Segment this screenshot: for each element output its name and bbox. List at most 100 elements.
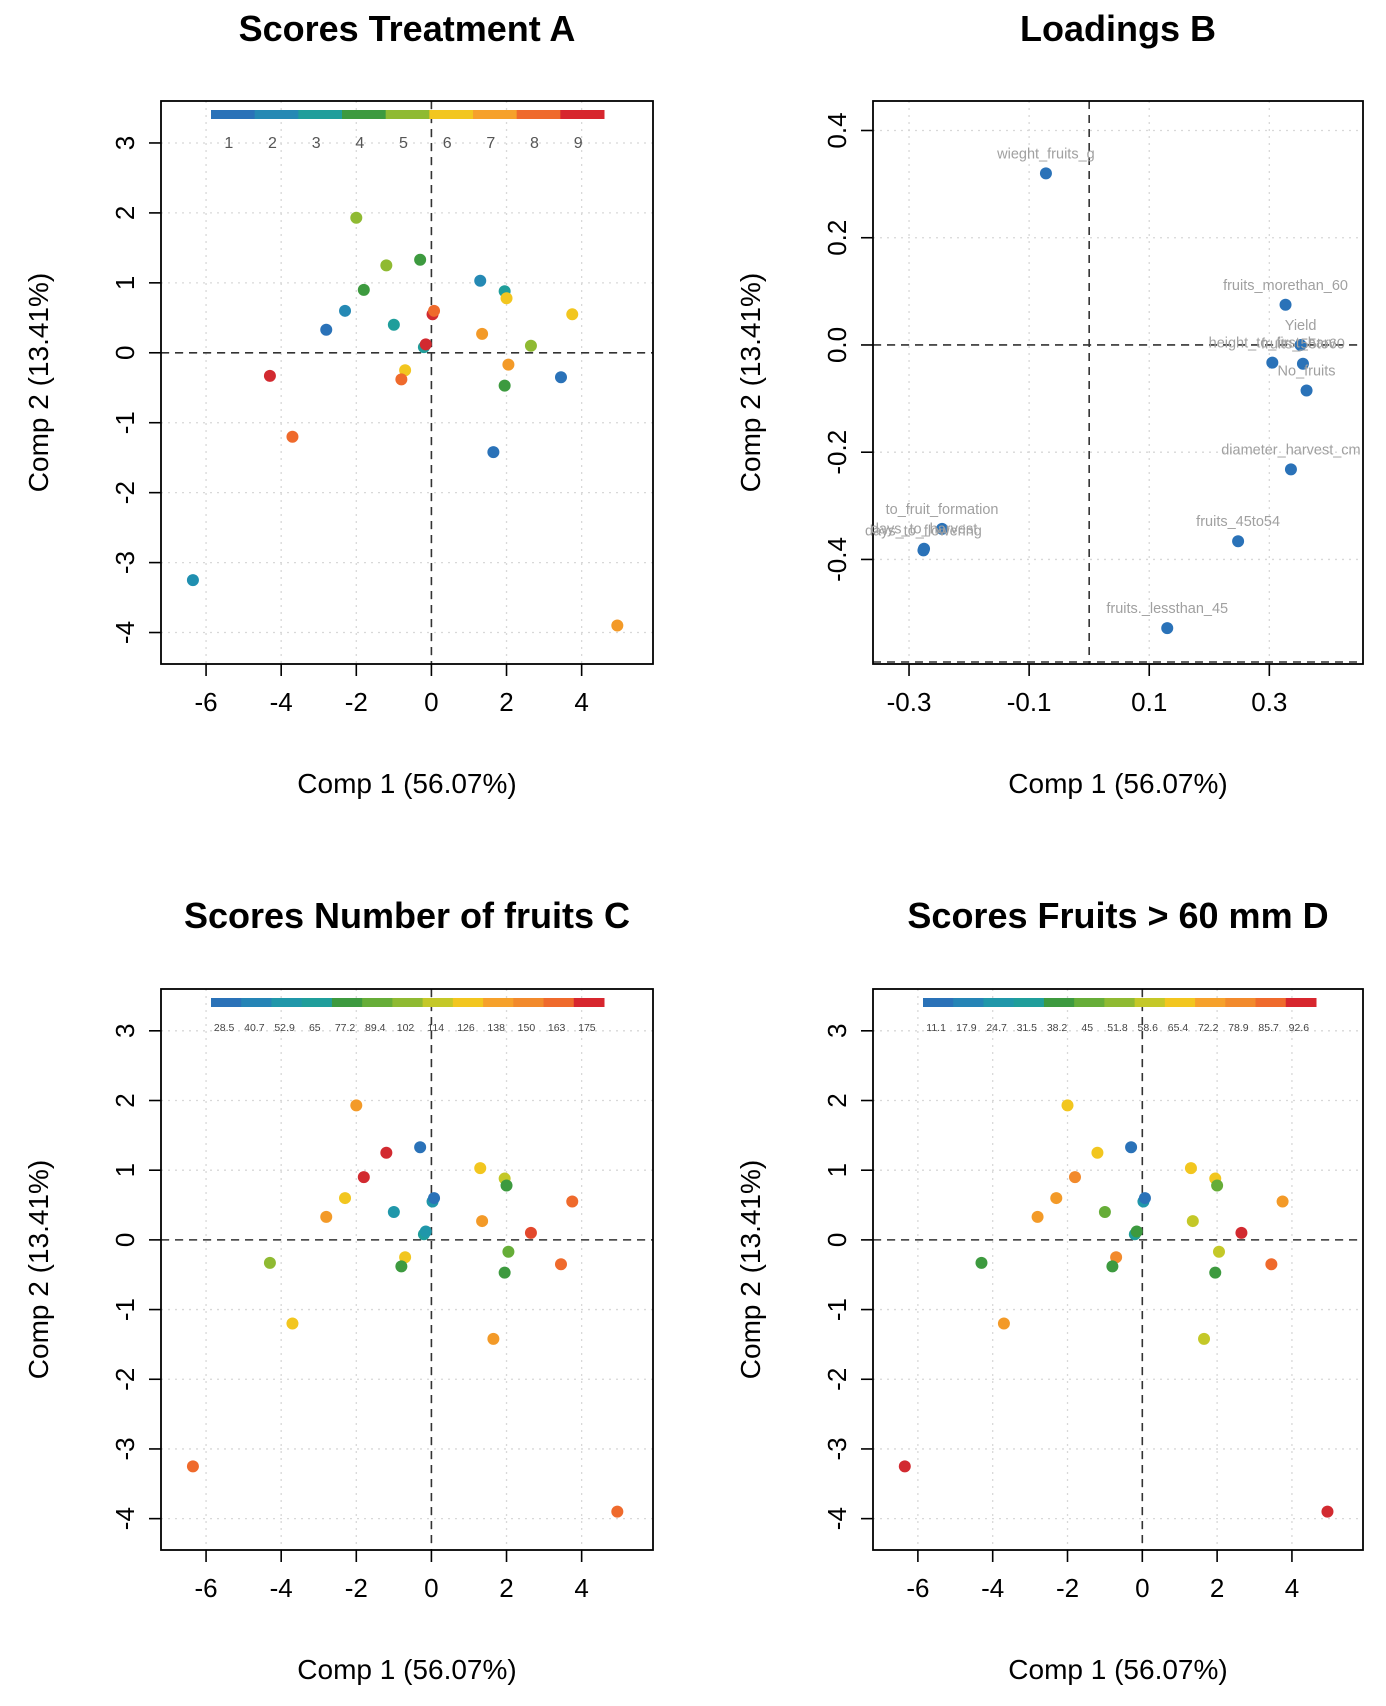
data-point [487,1332,500,1345]
legend-label: 92.6 [1289,1022,1310,1034]
legend-swatch [1164,998,1196,1007]
legend-swatch [953,998,984,1007]
y-axis-title: Comp 2 (13.41%) [23,273,54,492]
legend-swatch [452,998,484,1007]
x-tick-label: -4 [270,1573,293,1603]
x-tick-label: 0.3 [1251,687,1287,717]
x-tick-label: 0.1 [1131,687,1167,717]
grid-lines [161,989,653,1550]
grid-lines [161,101,653,664]
legend-swatch [422,998,454,1007]
data-point [524,339,537,352]
legend-label: 138 [487,1022,505,1034]
data-point [1125,1141,1138,1154]
x-tick-label: 2 [1210,1573,1224,1603]
y-tick-label: -3 [822,1437,852,1460]
data-point [1098,1206,1111,1219]
data-point [1266,356,1279,369]
legend-label: 17.9 [956,1022,977,1034]
y-tick-label: 1 [110,276,140,290]
x-axis-title: Comp 1 (56.07%) [297,768,516,799]
data-point [380,1146,393,1159]
plot-frame [160,988,654,1551]
data-points [186,211,624,632]
data-point [1161,622,1174,635]
data-point [380,259,393,272]
legend-swatch [211,110,256,119]
data-point [286,1317,299,1330]
data-point [611,1505,624,1518]
y-tick-label: 3 [110,1024,140,1038]
data-point [320,1210,333,1223]
legend-swatch [483,998,514,1007]
legend-label: 51.8 [1107,1022,1128,1034]
y-tick-label: -1 [110,411,140,434]
data-point [917,544,930,557]
color-legend: 1 2 3 4 5 6 7 8 9 [211,110,605,152]
data-points [186,1099,624,1518]
x-tick-label: 0 [424,687,438,717]
data-point [1068,1171,1081,1184]
y-tick-label: 2 [822,1093,852,1107]
data-point [350,211,363,224]
legend-label: 4 [355,135,364,152]
legend-swatch [1043,998,1075,1007]
data-point [1198,1332,1211,1345]
x-tick-label: 4 [574,687,588,717]
data-point [1061,1099,1074,1112]
x-tick-label: -0.1 [1007,687,1052,717]
plot-frame [872,988,1364,1551]
data-point [554,1258,567,1271]
grid-lines [873,101,1363,664]
data-point [387,1206,400,1219]
legend-swatch [983,998,1015,1007]
x-tick-label: 4 [574,1573,588,1603]
color-legend: 11.1 17.9 24.7 31.5 38.2 45 51.8 58.6 65.4 72.2 78… [923,998,1317,1034]
legend-swatch [1074,998,1105,1007]
legend-label: 9 [574,135,583,152]
y-tick-label: 0.0 [822,327,852,363]
legend-label: 114 [427,1022,444,1034]
x-tick-label: 2 [499,687,513,717]
panel-title: Scores Fruits > 60 mm D [907,895,1328,936]
data-point [474,1162,487,1175]
legend-label: 78.9 [1228,1022,1249,1034]
y-tick-label: -4 [110,1507,140,1530]
legend-label: 72.2 [1198,1022,1219,1034]
data-point [1050,1192,1063,1205]
data-point [975,1256,988,1269]
data-point [186,1460,199,1473]
y-tick-label: 0 [110,1233,140,1247]
x-tick-label: -0.3 [887,687,932,717]
x-tick-label: -2 [345,1573,368,1603]
legend-swatch [211,998,242,1007]
variable-label: No_fruits [1278,364,1336,380]
data-point [263,1256,276,1269]
legend-swatch [1134,998,1166,1007]
x-tick-label: -6 [195,1573,218,1603]
panel-B: Loadings B -0.3 -0.1 0.1 0.3 -0.4 -0.2 0.0 0.2 0.… [735,8,1364,799]
y-tick-label: 3 [822,1024,852,1038]
panel-D: Scores Fruits > 60 mm D -6 -4 -2 0 2 4 -4 -3 -2 -1… [735,895,1364,1685]
legend-swatch [473,110,518,119]
y-tick-label: -2 [822,1368,852,1391]
y-tick-label: 2 [110,206,140,220]
data-point [500,1179,513,1192]
legend-label: 65 [309,1022,321,1034]
data-point [1212,1245,1225,1258]
y-axis-title: Comp 2 (13.41%) [735,273,766,492]
data-point [263,369,276,382]
legend-label: 6 [443,135,452,152]
legend-swatch [543,998,575,1007]
x-tick-label: 2 [499,1573,513,1603]
data-points [898,1099,1334,1518]
variable-label: diameter_harvest_cm [1221,442,1360,458]
data-point [357,1171,370,1184]
panel-A: Scores Treatment A -6 -4 -2 0 2 4 -4 -3 -2 -1 0 1 2 3 C… [23,8,654,799]
legend-swatch [573,998,605,1007]
data-point [566,1195,579,1208]
data-point [502,358,515,371]
x-tick-label: -6 [906,1573,929,1603]
x-tick-label: -6 [195,687,218,717]
y-tick-label: 0 [822,1233,852,1247]
